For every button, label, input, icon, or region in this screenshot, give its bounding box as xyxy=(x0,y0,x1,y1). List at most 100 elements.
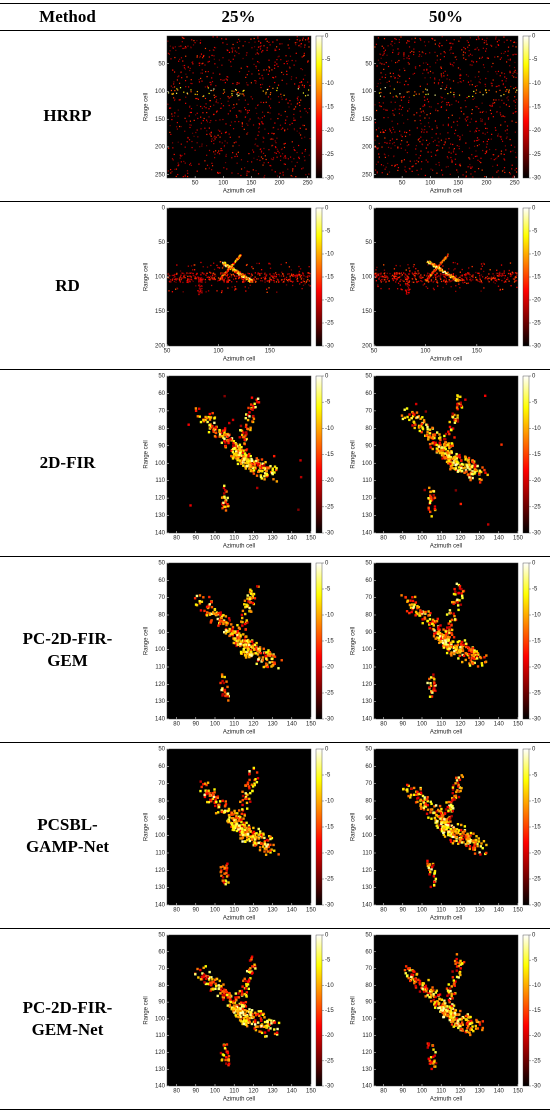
pixel xyxy=(377,284,379,286)
pixel xyxy=(435,281,438,283)
pixel xyxy=(406,277,408,279)
pixel xyxy=(249,403,253,406)
pixel xyxy=(228,51,231,53)
pixel xyxy=(479,160,481,163)
pixel xyxy=(277,65,279,68)
pixel xyxy=(377,273,379,276)
pixel xyxy=(439,443,442,447)
pixel xyxy=(187,279,189,281)
pixel xyxy=(499,135,501,138)
pixel xyxy=(234,155,236,158)
pixel xyxy=(466,466,469,469)
pixel xyxy=(393,114,395,116)
pixel xyxy=(491,66,493,68)
pixel xyxy=(459,395,462,399)
pixel xyxy=(186,141,188,143)
pixel xyxy=(248,645,252,649)
pixel xyxy=(516,274,518,276)
pixel xyxy=(209,81,211,84)
pixel xyxy=(450,46,452,48)
pixel xyxy=(233,106,235,109)
pixel xyxy=(506,61,508,63)
pixel xyxy=(248,655,251,659)
pixel xyxy=(259,651,262,655)
pixel xyxy=(238,82,240,85)
pixel xyxy=(416,272,418,274)
pixel xyxy=(262,50,264,52)
pixel xyxy=(471,650,474,654)
pixel xyxy=(215,119,217,122)
pixel xyxy=(447,273,449,276)
pixel xyxy=(382,164,385,167)
pixel xyxy=(380,82,382,84)
pixel xyxy=(256,262,258,265)
pixel xyxy=(403,55,405,57)
pixel xyxy=(269,267,272,269)
pixel xyxy=(473,145,476,147)
pixel xyxy=(424,612,427,615)
pixel xyxy=(186,272,188,274)
pixel xyxy=(423,69,425,71)
pixel xyxy=(493,159,495,161)
pixel xyxy=(245,461,249,464)
pixel xyxy=(225,272,227,274)
pixel xyxy=(444,257,446,260)
pixel xyxy=(461,649,465,652)
pixel xyxy=(179,157,181,159)
pixel xyxy=(495,279,498,281)
pixel xyxy=(281,79,283,81)
pixel xyxy=(469,37,472,39)
pixel xyxy=(499,75,501,77)
pixel xyxy=(449,62,451,64)
pixel xyxy=(249,454,252,458)
pixel xyxy=(167,52,170,54)
pixel xyxy=(307,278,309,281)
x-axis-label: Azimuth cell xyxy=(223,544,255,550)
pixel xyxy=(376,65,378,67)
pixel xyxy=(176,278,179,280)
pixel xyxy=(513,66,516,69)
pixel xyxy=(257,462,261,466)
pixel xyxy=(220,132,223,134)
pixel xyxy=(424,410,428,413)
pixel xyxy=(191,61,193,64)
pixel xyxy=(183,91,185,93)
pixel xyxy=(206,76,208,78)
pixel xyxy=(456,598,459,601)
pixel xyxy=(258,40,260,42)
pixel xyxy=(498,155,500,157)
pixel xyxy=(478,469,481,472)
pixel xyxy=(200,600,204,603)
pixel xyxy=(473,649,476,652)
pixel xyxy=(227,279,229,281)
pixel xyxy=(262,77,264,79)
pixel xyxy=(427,161,429,163)
pixel xyxy=(246,647,250,650)
pixel xyxy=(427,144,429,146)
pixel xyxy=(485,111,487,113)
pixel xyxy=(281,271,283,273)
pixel xyxy=(440,106,442,108)
pixel xyxy=(227,100,229,102)
pixel xyxy=(496,111,498,113)
pixel xyxy=(513,175,515,177)
pixel xyxy=(445,86,448,88)
pixel xyxy=(468,147,471,149)
pixel xyxy=(503,272,505,274)
pixel xyxy=(495,129,497,131)
pixel xyxy=(495,85,497,88)
pixel xyxy=(454,275,457,277)
pixel xyxy=(175,175,177,178)
pixel xyxy=(240,429,244,433)
pixel xyxy=(258,646,262,649)
pixel xyxy=(299,283,301,285)
pixel xyxy=(304,95,307,97)
pixel xyxy=(168,280,171,282)
pixel xyxy=(444,258,447,260)
pixel xyxy=(193,40,195,42)
image-cell: 50 60 70 80 90 100 110 120 130 140 80 90 100 110 120 13… xyxy=(342,557,549,742)
colorbar-tick-label: 0 xyxy=(532,374,536,380)
pixel xyxy=(172,69,174,71)
pixel xyxy=(427,438,430,441)
pixel xyxy=(462,463,465,466)
